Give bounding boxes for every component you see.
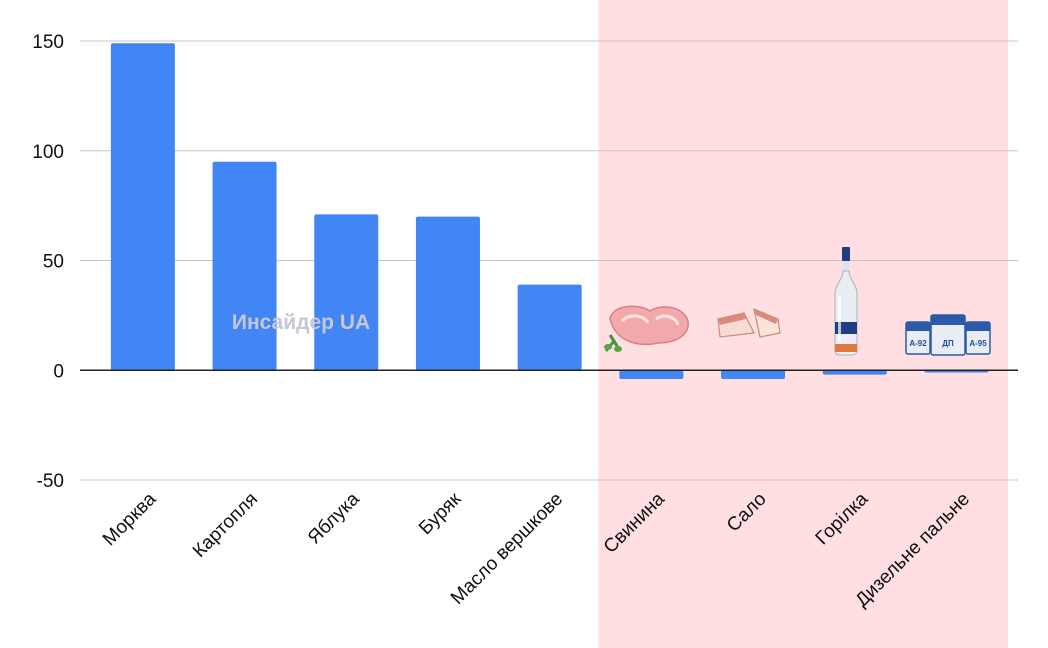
bar-1 bbox=[212, 161, 277, 371]
x-category-label: Картопля bbox=[189, 489, 262, 562]
y-tick-label: 50 bbox=[43, 252, 64, 273]
y-tick-label: -50 bbox=[37, 471, 64, 492]
vodka-bottle-icon bbox=[834, 247, 858, 356]
x-category-label: Масло вершкове bbox=[447, 489, 567, 609]
y-tick-label: 150 bbox=[32, 32, 64, 53]
fuel-badge-a92: А-92 bbox=[909, 339, 927, 348]
bar-3 bbox=[415, 216, 480, 371]
y-axis-ticks: 150 100 50 0 -50 bbox=[32, 32, 64, 492]
bar-2 bbox=[314, 214, 379, 371]
bar-5 bbox=[619, 370, 684, 380]
fuel-badge-dp: ДП bbox=[942, 339, 954, 348]
y-tick-label: 100 bbox=[32, 142, 64, 163]
x-category-label: Морква bbox=[99, 488, 161, 550]
watermark-text: Инсайдер UA bbox=[232, 311, 370, 334]
bar-4 bbox=[517, 284, 582, 371]
salo-icon bbox=[717, 308, 781, 338]
bar-0 bbox=[110, 43, 175, 371]
x-category-label: Буряк bbox=[415, 488, 466, 539]
pork-meat-icon bbox=[604, 305, 689, 352]
x-category-label: Яблука bbox=[304, 488, 364, 548]
fuel-barrels-icon: А-92 ДП А-95 bbox=[905, 314, 991, 356]
bar-7 bbox=[822, 370, 887, 375]
fuel-badge-a95: А-95 bbox=[969, 339, 987, 348]
bars bbox=[110, 43, 989, 380]
bar-6 bbox=[721, 370, 786, 380]
y-tick-label: 0 bbox=[53, 361, 64, 382]
